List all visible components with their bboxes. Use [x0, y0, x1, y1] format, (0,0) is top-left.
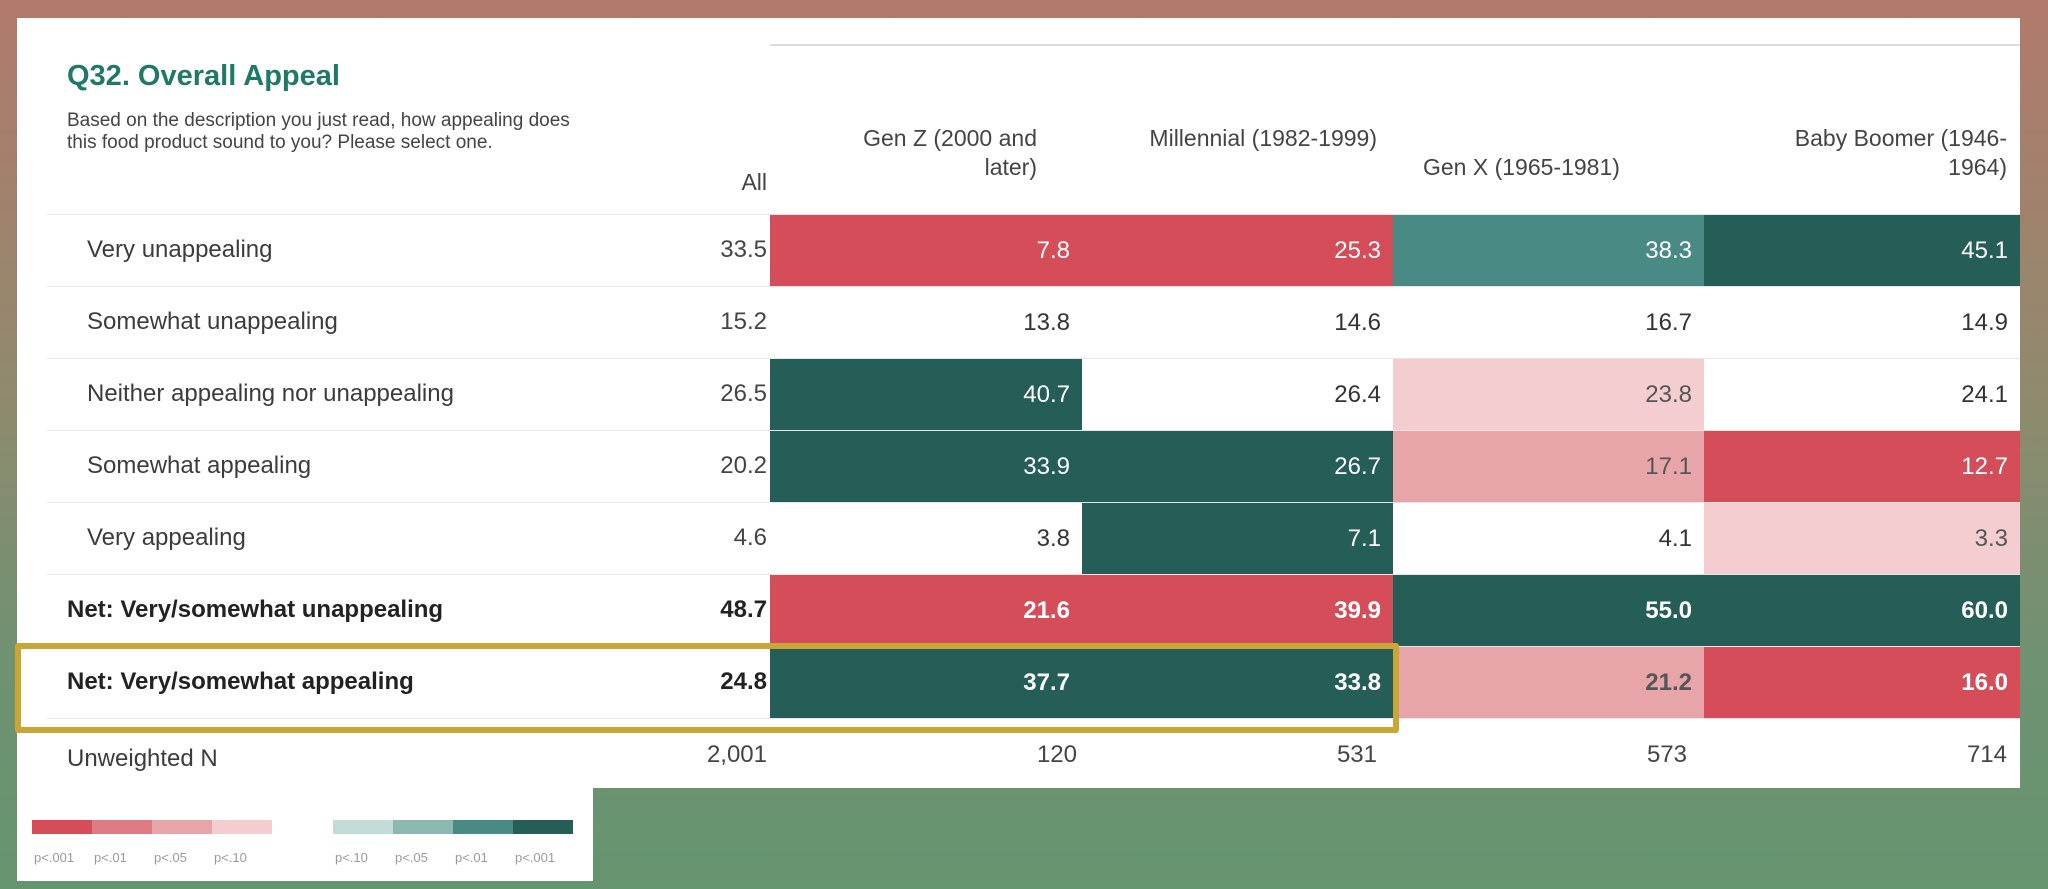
- cell-gen-z-2000-and-later-neither-appealing-nor-unappealing: 40.7: [770, 359, 1082, 430]
- cell-all-net-very-somewhat-appealing: 24.8: [720, 668, 767, 695]
- cell-gen-x-1965-1981-very-unappealing: 38.3: [1393, 215, 1704, 286]
- column-header-all: All: [741, 169, 767, 195]
- cell-baby-boomer-1946-1964-net-very-somewhat-appealing: 16.0: [1704, 647, 2020, 718]
- legend-swatch-red-3: [212, 820, 272, 834]
- legend-swatch-green-2: [453, 820, 513, 834]
- cell-gen-x-1965-1981-somewhat-unappealing: 16.7: [1645, 308, 1692, 336]
- column-header-gen-x: Gen X (1965-1981): [1423, 154, 1620, 180]
- unweighted-n-all: 2,001: [706, 741, 767, 768]
- unweighted-n-gen-z: 120: [1036, 741, 1077, 768]
- unweighted-n-millennial: 531: [1336, 741, 1377, 768]
- cell-millennial-1982-1999-somewhat-appealing: 26.7: [1082, 431, 1393, 502]
- cell-gen-z-2000-and-later-very-appealing: 3.8: [1036, 524, 1070, 552]
- cell-millennial-1982-1999-net-very-somewhat-unappealing: 39.9: [1082, 575, 1393, 646]
- cell-millennial-1982-1999-very-appealing: 7.1: [1082, 503, 1393, 574]
- column-header-baby-boomer: Baby Boomer (1946-1964): [1794, 125, 2007, 180]
- row-divider: [47, 430, 2020, 431]
- cell-gen-x-1965-1981-very-appealing: 4.1: [1658, 524, 1692, 552]
- cell-baby-boomer-1946-1964-somewhat-appealing: 12.7: [1704, 431, 2020, 502]
- question-title: Q32. Overall Appeal: [67, 60, 340, 92]
- cell-gen-x-1965-1981-net-very-somewhat-appealing: 21.2: [1393, 647, 1704, 718]
- cell-baby-boomer-1946-1964-net-very-somewhat-unappealing: 60.0: [1704, 575, 2020, 646]
- legend-swatch-red-1: [92, 820, 152, 834]
- cell-gen-z-2000-and-later-somewhat-unappealing: 13.8: [1023, 308, 1070, 336]
- cell-baby-boomer-1946-1964-very-appealing: 3.3: [1704, 503, 2020, 574]
- cell-millennial-1982-1999-net-very-somewhat-appealing: 33.8: [1082, 647, 1393, 718]
- cell-gen-z-2000-and-later-net-very-somewhat-unappealing: 21.6: [770, 575, 1082, 646]
- row-divider: [47, 286, 2020, 287]
- header-rule: [770, 44, 2020, 46]
- question-description: Based on the description you just read, …: [67, 110, 570, 153]
- significance-legend: p<.001 p<.01 p<.05 p<.10 p<.10 p<.05 p<.01 p<.0…: [17, 788, 593, 881]
- legend-label-green-1: p<.05: [395, 850, 428, 865]
- cell-all-very-appealing: 4.6: [733, 524, 767, 551]
- unweighted-n-gen-x: 573: [1646, 741, 1687, 768]
- cell-gen-z-2000-and-later-somewhat-appealing: 33.9: [770, 431, 1082, 502]
- legend-label-red-2: p<.05: [154, 850, 187, 865]
- cell-all-somewhat-unappealing: 15.2: [720, 308, 767, 335]
- cell-all-somewhat-appealing: 20.2: [720, 452, 767, 479]
- row-divider: [47, 574, 2020, 575]
- row-divider: [47, 214, 2020, 215]
- column-header-gen-z: Gen Z (2000 and later): [863, 125, 1037, 180]
- cell-millennial-1982-1999-somewhat-unappealing: 14.6: [1334, 308, 1381, 336]
- results-table-card: Q32. Overall Appeal Based on the descrip…: [17, 18, 2020, 788]
- legend-label-green-2: p<.01: [455, 850, 488, 865]
- cell-gen-z-2000-and-later-very-unappealing: 7.8: [770, 215, 1082, 286]
- cell-gen-x-1965-1981-somewhat-appealing: 17.1: [1393, 431, 1704, 502]
- legend-label-red-3: p<.10: [214, 850, 247, 865]
- legend-label-green-0: p<.10: [335, 850, 368, 865]
- unweighted-n-label: Unweighted N: [67, 745, 218, 772]
- row-label-somewhat-unappealing: Somewhat unappealing: [87, 308, 338, 335]
- legend-label-red-1: p<.01: [94, 850, 127, 865]
- legend-swatch-green-3: [513, 820, 573, 834]
- row-divider: [47, 358, 2020, 359]
- cell-gen-x-1965-1981-net-very-somewhat-unappealing: 55.0: [1393, 575, 1704, 646]
- row-label-very-unappealing: Very unappealing: [87, 236, 273, 263]
- column-header-millennial: Millennial (1982-1999): [1149, 125, 1377, 151]
- cell-gen-x-1965-1981-neither-appealing-nor-unappealing: 23.8: [1393, 359, 1704, 430]
- legend-label-red-0: p<.001: [34, 850, 75, 865]
- cell-gen-z-2000-and-later-net-very-somewhat-appealing: 37.7: [770, 647, 1082, 718]
- legend-label-green-3: p<.001: [515, 850, 556, 865]
- cell-baby-boomer-1946-1964-neither-appealing-nor-unappealing: 24.1: [1961, 380, 2008, 408]
- legend-swatch-green-0: [333, 820, 393, 834]
- row-label-net-very-somewhat-unappealing: Net: Very/somewhat unappealing: [67, 596, 444, 623]
- cell-millennial-1982-1999-very-unappealing: 25.3: [1082, 215, 1393, 286]
- legend-swatch-red-0: [32, 820, 92, 834]
- cell-all-neither-appealing-nor-unappealing: 26.5: [720, 380, 767, 407]
- row-divider: [47, 718, 2020, 719]
- row-label-somewhat-appealing: Somewhat appealing: [87, 452, 312, 479]
- legend-swatch-green-1: [393, 820, 453, 834]
- row-divider: [47, 502, 2020, 503]
- row-label-neither-appealing-nor-unappealing: Neither appealing nor unappealing: [87, 380, 454, 407]
- cell-baby-boomer-1946-1964-very-unappealing: 45.1: [1704, 215, 2020, 286]
- legend-swatch-red-2: [152, 820, 212, 834]
- cell-all-very-unappealing: 33.5: [720, 236, 767, 263]
- unweighted-n-baby-boomer: 714: [1966, 741, 2007, 768]
- cell-all-net-very-somewhat-unappealing: 48.7: [720, 596, 767, 623]
- row-label-very-appealing: Very appealing: [87, 524, 246, 551]
- cell-millennial-1982-1999-neither-appealing-nor-unappealing: 26.4: [1334, 380, 1381, 408]
- cell-baby-boomer-1946-1964-somewhat-unappealing: 14.9: [1961, 308, 2008, 336]
- row-label-net-very-somewhat-appealing: Net: Very/somewhat appealing: [67, 668, 414, 695]
